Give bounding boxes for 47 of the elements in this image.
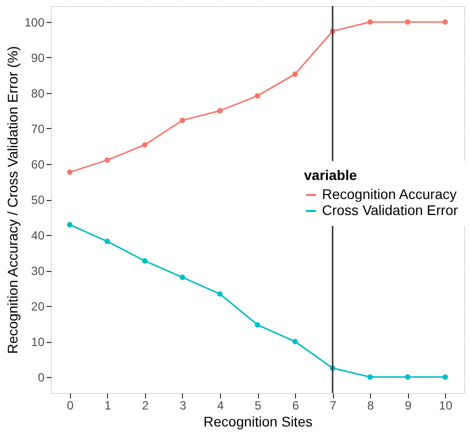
y-tick-label: 0 <box>38 370 45 385</box>
point <box>180 118 186 124</box>
x-tick-label: 10 <box>439 398 453 412</box>
y-tick-label: 40 <box>31 228 45 243</box>
x-tick-label: 3 <box>180 398 187 412</box>
point <box>292 71 298 77</box>
point <box>442 374 448 380</box>
x-tick-label: 9 <box>404 398 412 412</box>
point <box>404 374 410 380</box>
point <box>104 238 110 244</box>
y-tick-label: 50 <box>31 193 45 207</box>
x-tick-label: 8 <box>367 398 374 412</box>
y-tick-label: 70 <box>31 122 45 136</box>
x-tick-label: 7 <box>330 398 337 412</box>
x-tick-label: 6 <box>292 398 300 412</box>
y-tick-label: 100 <box>24 15 45 30</box>
point <box>142 142 148 148</box>
legend-label: Recognition Accuracy <box>322 186 457 202</box>
legend-label: Cross Validation Error <box>322 202 458 218</box>
x-tick-label: 0 <box>66 398 74 412</box>
y-tick-label: 20 <box>31 300 45 314</box>
point <box>292 338 298 344</box>
point <box>142 258 148 264</box>
point <box>367 374 373 380</box>
point <box>367 19 373 25</box>
y-tick-label: 60 <box>31 157 45 172</box>
point <box>217 291 223 297</box>
point <box>442 19 448 25</box>
y-tick-label: 90 <box>31 50 45 65</box>
x-tick-label: 2 <box>142 398 150 412</box>
y-tick-label: 80 <box>31 86 45 100</box>
x-tick-label: 1 <box>104 398 112 412</box>
point <box>217 108 223 114</box>
x-tick-label: 5 <box>254 398 262 412</box>
legend-title: variable <box>304 167 358 183</box>
x-axis-title: Recognition Sites <box>204 414 312 430</box>
y-axis-title: Recognition Accuracy / Cross Validation Error (%) <box>4 46 20 354</box>
point <box>254 93 260 99</box>
point <box>254 322 260 328</box>
y-tick-label: 10 <box>31 335 45 350</box>
point <box>67 222 73 228</box>
y-tick-label: 30 <box>31 264 45 278</box>
point <box>67 169 73 175</box>
point <box>104 157 110 163</box>
point <box>404 19 410 25</box>
x-tick-label: 4 <box>217 398 224 412</box>
point <box>180 274 186 280</box>
